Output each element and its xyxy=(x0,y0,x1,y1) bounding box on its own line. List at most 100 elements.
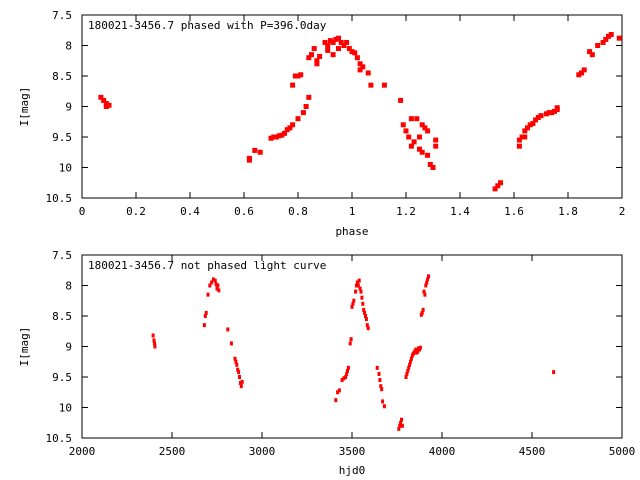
data-point xyxy=(336,35,341,41)
data-point xyxy=(366,326,370,331)
data-point xyxy=(282,130,287,136)
x-tick-label: 4000 xyxy=(429,445,456,458)
data-point xyxy=(268,135,274,141)
data-point xyxy=(543,111,549,117)
x-tick-label: 4500 xyxy=(519,445,546,458)
data-point xyxy=(349,337,353,342)
data-point xyxy=(279,132,285,138)
data-point xyxy=(430,165,436,170)
data-series xyxy=(151,274,556,431)
data-point xyxy=(527,122,533,128)
data-point xyxy=(238,375,241,379)
data-point xyxy=(233,356,237,361)
data-point xyxy=(350,304,354,309)
data-point xyxy=(103,104,109,109)
data-point xyxy=(379,384,383,389)
y-tick-label: 10 xyxy=(59,162,72,175)
data-point xyxy=(309,52,314,58)
data-point xyxy=(406,134,412,140)
x-tick-label: 3500 xyxy=(339,445,366,458)
data-point xyxy=(208,283,212,288)
data-point xyxy=(407,365,411,370)
data-point xyxy=(606,33,611,39)
data-point xyxy=(357,61,363,67)
y-tick-label: 8 xyxy=(65,40,72,53)
data-point xyxy=(217,288,221,293)
data-point xyxy=(530,121,536,127)
data-point xyxy=(405,371,409,376)
y-tick-label: 7.5 xyxy=(52,249,72,262)
data-point xyxy=(290,122,296,128)
data-point xyxy=(546,110,552,116)
data-point xyxy=(406,368,410,373)
data-point xyxy=(525,125,530,131)
data-point xyxy=(425,280,429,285)
data-point xyxy=(306,94,312,100)
chart-title: 180021-3456.7 not phased light curve xyxy=(88,259,326,272)
data-point xyxy=(519,134,525,140)
data-point xyxy=(342,376,346,381)
data-point xyxy=(202,323,206,328)
plot-frame xyxy=(81,14,623,199)
data-point xyxy=(420,310,424,315)
data-point xyxy=(341,43,347,48)
data-point xyxy=(417,146,422,152)
data-point xyxy=(380,387,384,392)
x-tick-label: 2500 xyxy=(159,445,186,458)
x-axis-label: hjd0 xyxy=(339,464,366,477)
data-point xyxy=(381,399,385,404)
y-tick-label: 9 xyxy=(65,101,72,114)
data-point xyxy=(213,278,217,283)
data-point xyxy=(419,122,425,128)
data-point xyxy=(345,371,349,376)
data-point xyxy=(210,280,214,285)
data-point xyxy=(552,108,557,114)
data-point xyxy=(427,161,433,167)
data-point xyxy=(408,143,414,149)
data-point xyxy=(581,67,587,73)
data-point xyxy=(306,55,312,61)
y-tick-label: 8.5 xyxy=(52,70,72,83)
data-point xyxy=(361,301,365,306)
data-point xyxy=(411,139,417,145)
data-point xyxy=(364,317,368,322)
data-point xyxy=(535,114,541,120)
data-point xyxy=(495,183,501,189)
y-tick-label: 9.5 xyxy=(52,371,72,384)
data-point xyxy=(364,314,367,318)
data-point xyxy=(365,70,371,76)
data-point xyxy=(216,283,220,288)
data-point xyxy=(333,36,339,42)
data-point xyxy=(284,127,290,133)
data-point xyxy=(359,289,363,294)
x-axis-label: phase xyxy=(335,225,368,238)
data-point xyxy=(325,47,331,53)
data-point xyxy=(398,97,404,103)
data-point xyxy=(357,278,361,283)
x-tick-label: 1.6 xyxy=(504,205,524,218)
data-point xyxy=(492,186,498,192)
data-point xyxy=(425,152,431,158)
data-point xyxy=(589,52,595,58)
data-point xyxy=(295,116,301,122)
data-point xyxy=(336,46,341,52)
data-point xyxy=(616,35,622,41)
data-point xyxy=(516,137,522,143)
data-point xyxy=(322,39,328,45)
data-point xyxy=(354,55,360,61)
data-point xyxy=(425,128,431,134)
y-tick-label: 8.5 xyxy=(52,310,72,323)
data-point xyxy=(360,295,364,300)
y-axis-label: I[mag] xyxy=(18,87,31,127)
x-tick-label: 2 xyxy=(619,205,626,218)
data-point xyxy=(338,39,344,45)
data-point xyxy=(344,375,348,379)
data-point xyxy=(330,52,336,58)
data-point xyxy=(426,277,430,282)
data-point xyxy=(418,345,422,350)
data-point xyxy=(587,49,593,55)
data-point xyxy=(355,280,359,285)
data-point xyxy=(271,134,277,140)
unphased-light-curve-panel: 2000 2500 3000 3500 4000 4500 5000 7.5 8 8.5 9 9.5 1… xyxy=(18,249,635,477)
